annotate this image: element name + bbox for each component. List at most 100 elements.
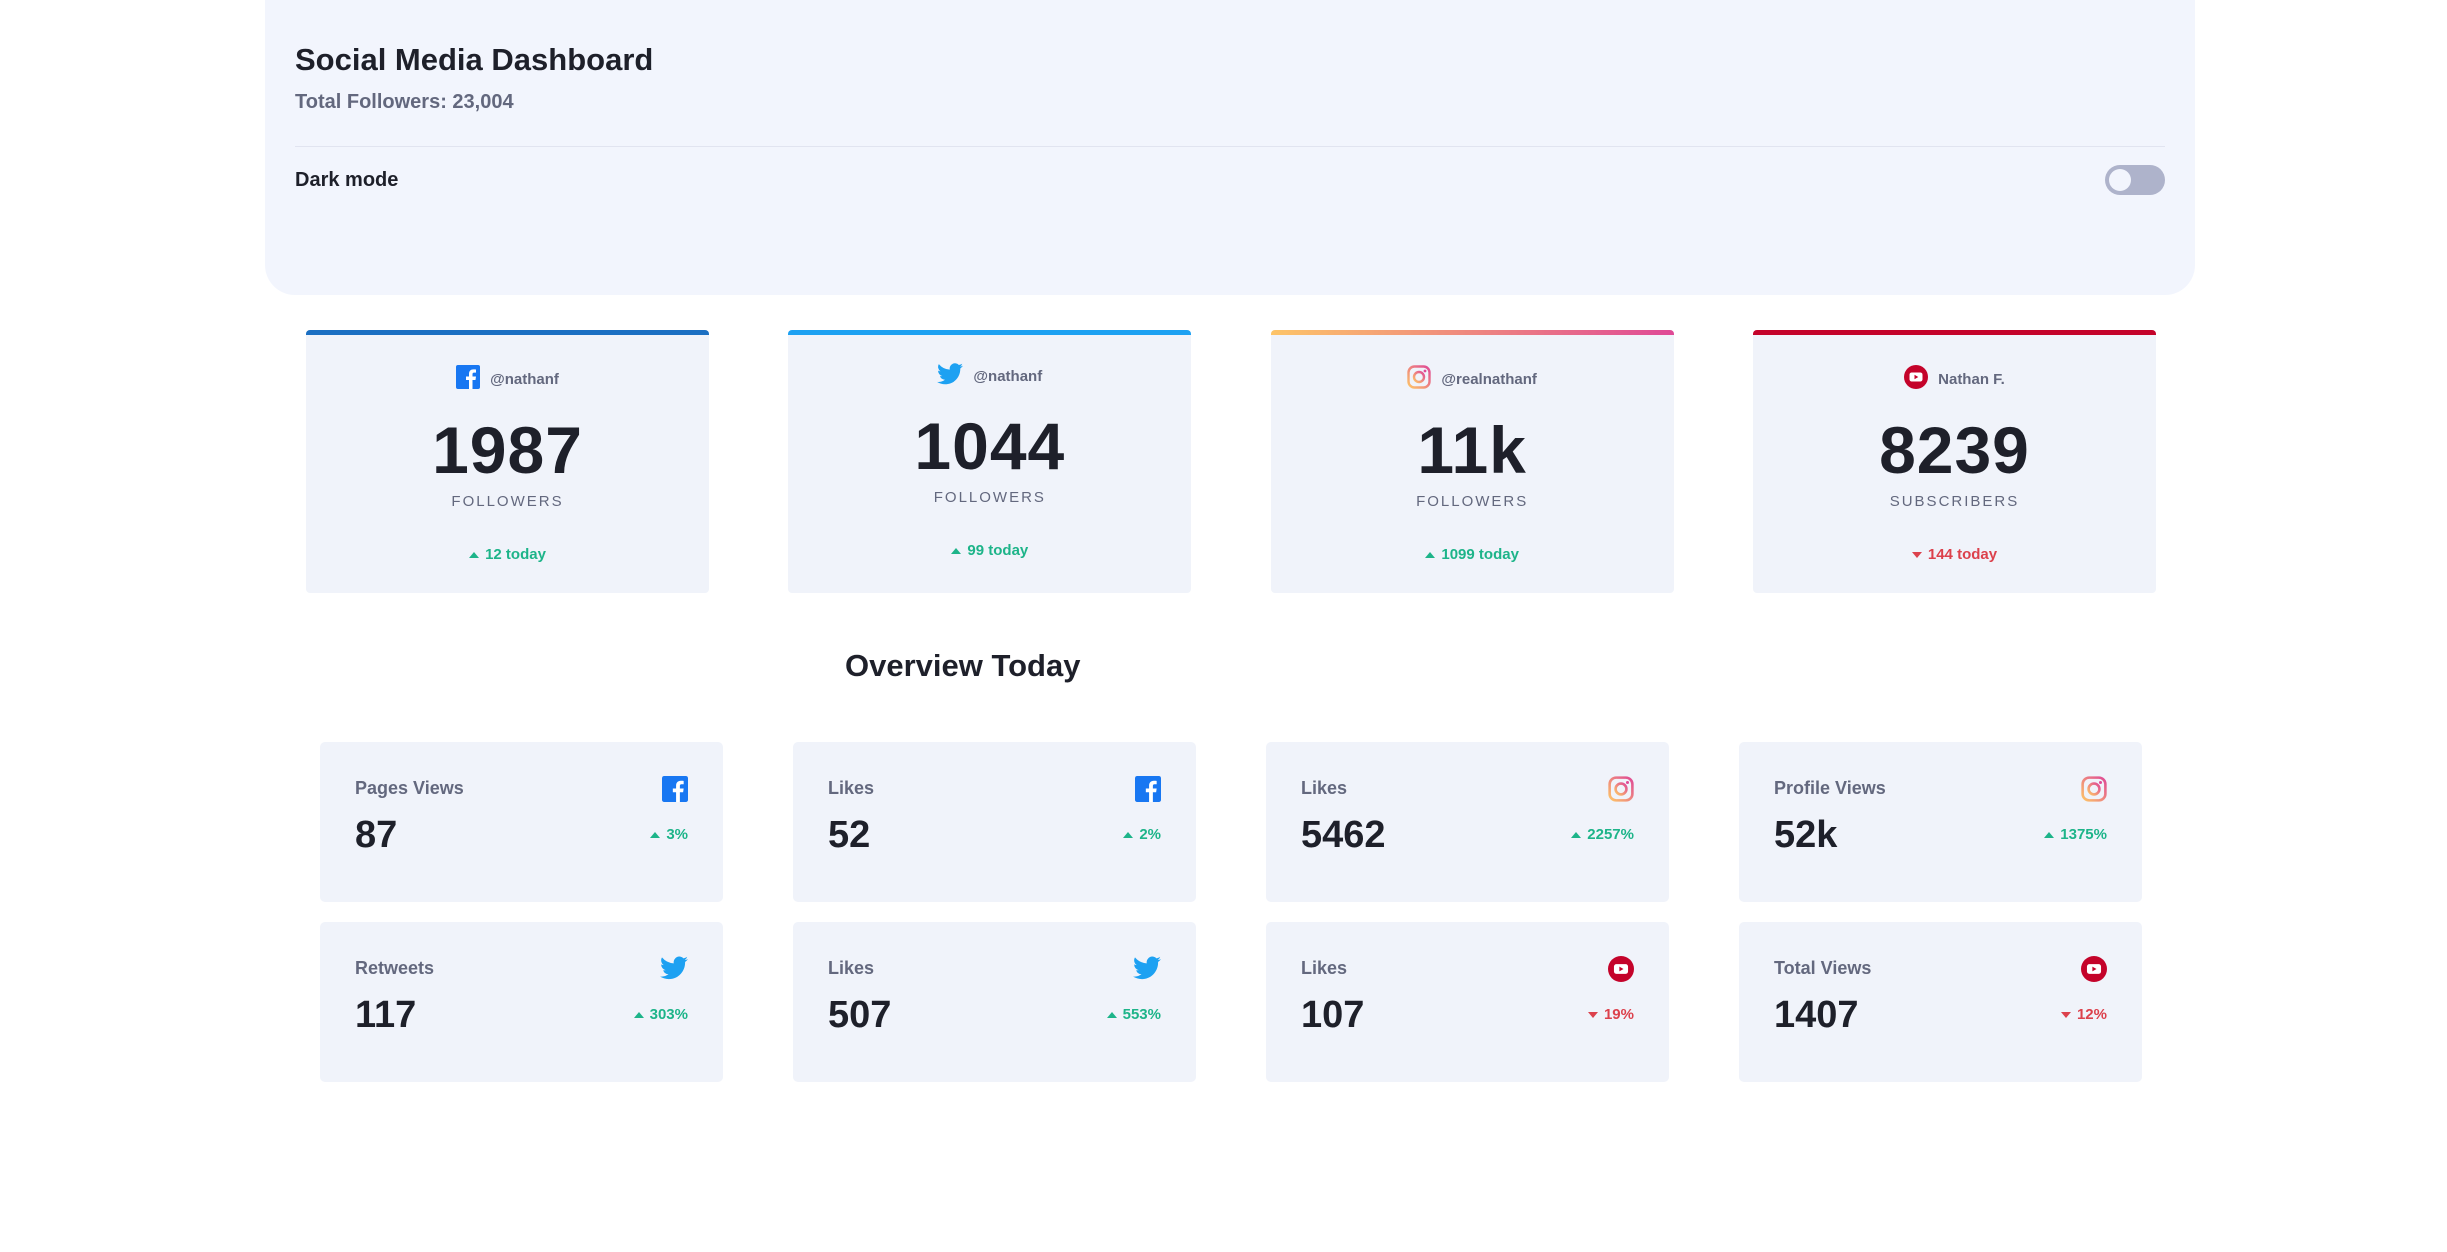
- card-top-bar: [306, 330, 709, 335]
- instagram-icon: [2081, 776, 2107, 807]
- youtube-icon: [1904, 365, 1929, 393]
- delta-text: 1375%: [2060, 826, 2107, 843]
- today-delta: 1099 today: [1271, 546, 1674, 563]
- tile-delta: 3%: [650, 826, 688, 843]
- arrow-up-icon: [1571, 831, 1582, 838]
- arrow-up-icon: [469, 551, 480, 558]
- youtube-icon: [2081, 956, 2107, 987]
- handle-text: @nathanf: [490, 370, 559, 388]
- toggle-knob: [2109, 169, 2131, 191]
- count-unit: FOLLOWERS: [451, 493, 564, 510]
- delta-text: 99 today: [967, 542, 1029, 559]
- instagram-icon: [1608, 776, 1634, 807]
- delta-text: 12%: [2076, 1006, 2107, 1023]
- overview-tile-instagram-profile-views[interactable]: Profile Views 52k 1375%: [1739, 742, 2142, 902]
- facebook-icon: [1135, 776, 1161, 807]
- delta-text: 1099 today: [1441, 546, 1519, 563]
- tile-delta: 303%: [633, 1006, 688, 1023]
- tile-value: 5462: [1301, 814, 1386, 856]
- overview-tile-facebook-likes[interactable]: Likes 52 2%: [793, 742, 1196, 902]
- tile-delta: 1375%: [2044, 826, 2107, 843]
- card-facebook[interactable]: @nathanf 1987 FOLLOWERS 12 today: [306, 330, 709, 593]
- total-followers: Total Followers: 23,004: [295, 91, 514, 113]
- tile-value: 507: [828, 994, 892, 1036]
- tile-label: Pages Views: [355, 778, 464, 798]
- dashboard-header: Social Media Dashboard Total Followers: …: [265, 0, 2195, 295]
- delta-text: 2257%: [1587, 826, 1634, 843]
- card-handle: Nathan F.: [1753, 365, 2156, 393]
- arrow-up-icon: [1123, 831, 1134, 838]
- overview-tile-youtube-total-views[interactable]: Total Views 1407 12%: [1739, 922, 2142, 1082]
- arrow-up-icon: [1106, 1011, 1117, 1018]
- count-unit: SUBSCRIBERS: [1889, 493, 2020, 510]
- tile-label: Likes: [1301, 958, 1348, 978]
- follower-count: 11k: [1417, 413, 1527, 487]
- card-handle: @realnathanf: [1271, 365, 1674, 393]
- overview-title: Overview Today: [845, 648, 1081, 683]
- delta-text: 2%: [1139, 826, 1161, 843]
- card-top-bar: [1270, 330, 1674, 335]
- tile-value: 87: [355, 814, 398, 856]
- header-divider: [295, 146, 2165, 147]
- card-handle: @nathanf: [306, 365, 709, 393]
- arrow-down-icon: [1911, 551, 1922, 558]
- delta-text: 553%: [1122, 1006, 1161, 1023]
- handle-text: @nathanf: [973, 367, 1043, 385]
- arrow-down-icon: [2060, 1011, 2071, 1018]
- dark-mode-label: Dark mode: [295, 168, 399, 191]
- card-twitter[interactable]: @nathanf 1044 FOLLOWERS 99 today: [788, 330, 1192, 593]
- count-unit: FOLLOWERS: [1416, 493, 1529, 510]
- tile-label: Likes: [828, 778, 875, 798]
- tile-delta: 2257%: [1571, 826, 1634, 843]
- overview-tile-twitter-retweets[interactable]: Retweets 117 303%: [320, 922, 723, 1082]
- facebook-icon: [456, 365, 481, 393]
- twitter-icon: [660, 956, 688, 985]
- tile-delta: 12%: [2060, 1006, 2107, 1023]
- tile-label: Retweets: [355, 958, 435, 978]
- card-top-bar: [788, 330, 1192, 335]
- twitter-icon: [1133, 956, 1161, 985]
- overview-tile-twitter-likes[interactable]: Likes 507 553%: [793, 922, 1196, 1082]
- follower-cards: @nathanf 1987 FOLLOWERS 12 today @nathan…: [306, 330, 2156, 593]
- follower-count: 1987: [432, 413, 583, 487]
- facebook-icon: [662, 776, 688, 807]
- delta-text: 19%: [1603, 1006, 1634, 1023]
- arrow-up-icon: [1425, 551, 1436, 558]
- delta-text: 3%: [666, 826, 688, 843]
- delta-text: 144 today: [1927, 546, 1998, 563]
- youtube-icon: [1608, 956, 1634, 987]
- arrow-up-icon: [650, 831, 661, 838]
- tile-value: 1407: [1774, 994, 1859, 1036]
- overview-tile-youtube-likes[interactable]: Likes 107 19%: [1266, 922, 1669, 1082]
- tile-label: Profile Views: [1774, 778, 1886, 798]
- tile-label: Total Views: [1774, 958, 1872, 978]
- delta-text: 12 today: [485, 546, 546, 563]
- follower-count: 1044: [914, 409, 1066, 483]
- handle-text: Nathan F.: [1938, 370, 2005, 388]
- tile-value: 52k: [1774, 814, 1838, 856]
- overview-grid: Pages Views 87 3% Likes 52 2% Likes 5462…: [320, 742, 2142, 1082]
- page-title: Social Media Dashboard: [295, 42, 654, 77]
- card-youtube[interactable]: Nathan F. 8239 SUBSCRIBERS 144 today: [1752, 330, 2156, 593]
- tile-value: 107: [1301, 994, 1365, 1036]
- today-delta: 144 today: [1753, 546, 2156, 563]
- tile-value: 52: [828, 814, 871, 856]
- delta-text: 303%: [649, 1006, 688, 1023]
- card-handle: @nathanf: [788, 363, 1191, 389]
- dark-mode-toggle[interactable]: [2105, 165, 2165, 195]
- overview-tile-instagram-likes[interactable]: Likes 5462 2257%: [1266, 742, 1669, 902]
- card-top-bar: [1752, 330, 2156, 335]
- handle-text: @realnathanf: [1441, 370, 1537, 388]
- overview-tile-facebook-page-views[interactable]: Pages Views 87 3%: [320, 742, 723, 902]
- today-delta: 99 today: [788, 542, 1191, 559]
- follower-count: 8239: [1879, 413, 2030, 487]
- arrow-up-icon: [633, 1011, 644, 1018]
- tile-label: Likes: [828, 958, 875, 978]
- tile-delta: 2%: [1123, 826, 1161, 843]
- tile-value: 117: [355, 994, 417, 1036]
- today-delta: 12 today: [306, 546, 709, 563]
- card-instagram[interactable]: @realnathanf 11k FOLLOWERS 1099 today: [1270, 330, 1674, 593]
- tile-label: Likes: [1301, 778, 1348, 798]
- tile-delta: 19%: [1587, 1006, 1634, 1023]
- count-unit: FOLLOWERS: [933, 489, 1046, 506]
